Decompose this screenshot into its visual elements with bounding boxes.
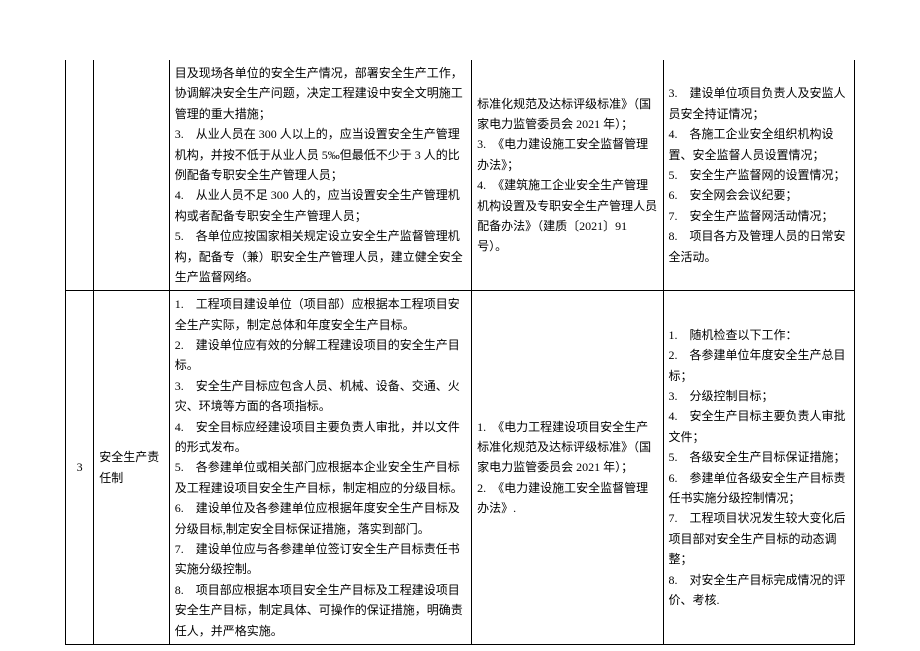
- cell-check-3: 1. 随机检查以下工作： 2. 各参建单位年度安全生产总目标； 3. 分级控制目…: [663, 291, 854, 645]
- cell-idx-3: 3: [66, 291, 94, 645]
- cell-content-3: 1. 工程项目建设单位（项目部）应根据本工程项目安全生产实际，制定总体和年度安全…: [169, 291, 471, 645]
- table-row-continued: 目及现场各单位的安全生产情况，部署安全生产工作，协调解决安全生产问题，决定工程建…: [66, 60, 855, 291]
- cell-standard-2: 标准化规范及达标评级标准》（国家电力监管委员会 2021 年）； 3. 《电力建…: [472, 60, 663, 291]
- cell-name-2: [94, 60, 170, 291]
- cell-content-2: 目及现场各单位的安全生产情况，部署安全生产工作，协调解决安全生产问题，决定工程建…: [169, 60, 471, 291]
- cell-idx-2: [66, 60, 94, 291]
- cell-check-2: 3. 建设单位项目负责人及安监人员安全持证情况； 4. 各施工企业安全组织机构设…: [663, 60, 854, 291]
- cell-name-3: 安全生产责任制: [94, 291, 170, 645]
- table-row-3: 3 安全生产责任制 1. 工程项目建设单位（项目部）应根据本工程项目安全生产实际…: [66, 291, 855, 645]
- regulation-table: 目及现场各单位的安全生产情况，部署安全生产工作，协调解决安全生产问题，决定工程建…: [65, 60, 855, 645]
- cell-standard-3: 1. 《电力工程建设项目安全生产标准化规范及达标评级标准》（国家电力监管委员会 …: [472, 291, 663, 645]
